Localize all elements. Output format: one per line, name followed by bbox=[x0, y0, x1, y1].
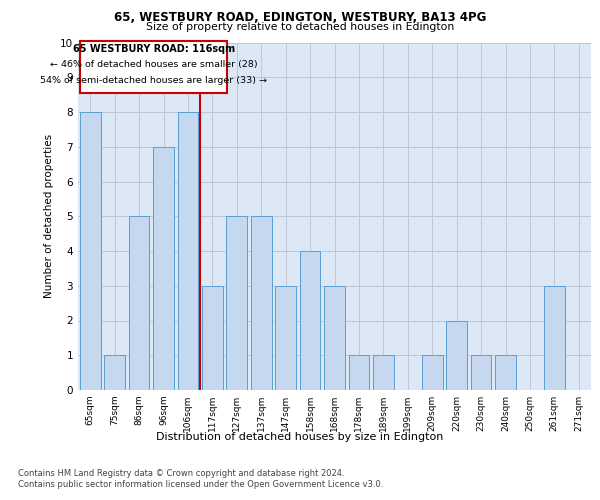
Text: Contains HM Land Registry data © Crown copyright and database right 2024.: Contains HM Land Registry data © Crown c… bbox=[18, 469, 344, 478]
Text: Size of property relative to detached houses in Edington: Size of property relative to detached ho… bbox=[146, 22, 454, 32]
Bar bbox=[202, 286, 223, 390]
Bar bbox=[446, 320, 467, 390]
Bar bbox=[80, 112, 101, 390]
Bar bbox=[422, 355, 443, 390]
Bar bbox=[349, 355, 370, 390]
Bar bbox=[299, 251, 320, 390]
Bar bbox=[178, 112, 199, 390]
Bar bbox=[275, 286, 296, 390]
Bar bbox=[373, 355, 394, 390]
Text: 65, WESTBURY ROAD, EDINGTON, WESTBURY, BA13 4PG: 65, WESTBURY ROAD, EDINGTON, WESTBURY, B… bbox=[114, 11, 486, 24]
Bar bbox=[495, 355, 516, 390]
Bar bbox=[544, 286, 565, 390]
Text: Distribution of detached houses by size in Edington: Distribution of detached houses by size … bbox=[157, 432, 443, 442]
Y-axis label: Number of detached properties: Number of detached properties bbox=[44, 134, 55, 298]
Bar bbox=[104, 355, 125, 390]
Bar bbox=[470, 355, 491, 390]
Text: 54% of semi-detached houses are larger (33) →: 54% of semi-detached houses are larger (… bbox=[40, 76, 267, 84]
Bar bbox=[80, 41, 227, 93]
Bar bbox=[324, 286, 345, 390]
Bar bbox=[251, 216, 272, 390]
Text: 65 WESTBURY ROAD: 116sqm: 65 WESTBURY ROAD: 116sqm bbox=[73, 44, 235, 54]
Text: ← 46% of detached houses are smaller (28): ← 46% of detached houses are smaller (28… bbox=[50, 60, 257, 68]
Text: Contains public sector information licensed under the Open Government Licence v3: Contains public sector information licen… bbox=[18, 480, 383, 489]
Bar bbox=[226, 216, 247, 390]
Bar bbox=[128, 216, 149, 390]
Bar bbox=[153, 147, 174, 390]
